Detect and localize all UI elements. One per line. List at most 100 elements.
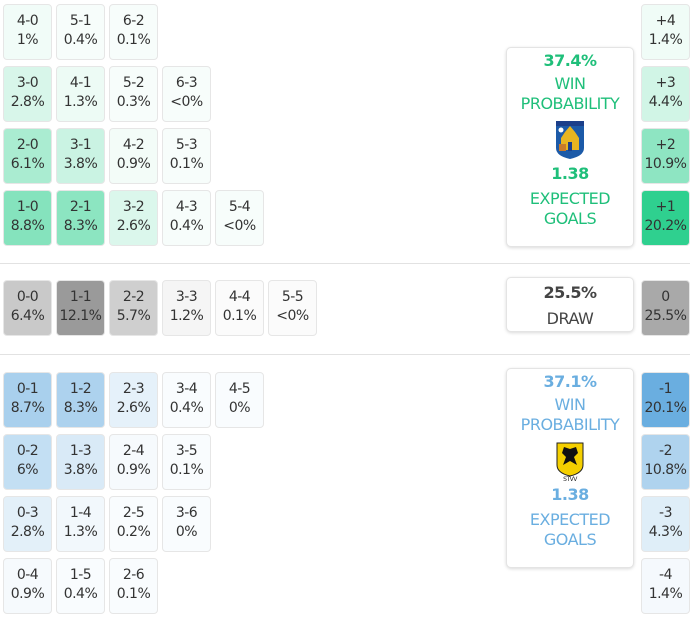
away-win-label: WIN bbox=[554, 395, 586, 414]
home-win-label-2: PROBABILITY bbox=[520, 94, 620, 113]
away-margin-cell: -3 4.3% bbox=[641, 496, 690, 552]
away-margin-cell: -4 1.4% bbox=[641, 558, 690, 614]
probability-label: 0.9% bbox=[116, 156, 151, 172]
draw-margin-cell: 0 25.5% bbox=[641, 280, 690, 336]
away-xg-label-2: GOALS bbox=[543, 530, 597, 549]
draw-summary-card: 25.5% DRAW bbox=[506, 277, 634, 332]
probability-label: 0% bbox=[175, 524, 198, 540]
away-score-cell: 2-3 2.6% bbox=[109, 372, 158, 428]
away-score-cell: 0-4 0.9% bbox=[3, 558, 52, 614]
home-win-pct: 37.4% bbox=[543, 51, 597, 70]
score-label: 0 bbox=[661, 289, 670, 305]
probability-label: 2.6% bbox=[116, 218, 151, 234]
score-label: 0-4 bbox=[16, 567, 39, 583]
away-margin-cell: -2 10.8% bbox=[641, 434, 690, 490]
score-label: 3-0 bbox=[16, 75, 39, 91]
score-label: -4 bbox=[659, 567, 672, 583]
home-score-cell: 1-0 8.8% bbox=[3, 190, 52, 246]
probability-label: 0.4% bbox=[169, 400, 204, 416]
away-score-cell: 3-4 0.4% bbox=[162, 372, 211, 428]
score-label: 0-0 bbox=[16, 289, 39, 305]
score-label: 1-4 bbox=[69, 505, 92, 521]
away-score-cell: 2-4 0.9% bbox=[109, 434, 158, 490]
score-label: 4-0 bbox=[16, 13, 39, 29]
draw-score-cell: 0-0 6.4% bbox=[3, 280, 52, 336]
score-label: 3-3 bbox=[175, 289, 198, 305]
probability-label: 25.5% bbox=[644, 308, 687, 324]
score-label: -3 bbox=[659, 505, 672, 521]
score-label: 1-1 bbox=[69, 289, 92, 305]
probability-label: 1% bbox=[16, 32, 39, 48]
probability-label: 3.8% bbox=[63, 462, 98, 478]
probability-label: 0.3% bbox=[116, 94, 151, 110]
svg-text:STVV: STVV bbox=[563, 476, 578, 481]
home-xg: 1.38 bbox=[551, 164, 589, 183]
home-margin-cell: +4 1.4% bbox=[641, 4, 690, 60]
probability-label: 2.8% bbox=[10, 524, 45, 540]
score-label: 2-6 bbox=[122, 567, 145, 583]
score-label: 4-3 bbox=[175, 199, 198, 215]
home-score-cell: 5-4 <0% bbox=[215, 190, 264, 246]
score-label: 6-2 bbox=[122, 13, 145, 29]
score-label: 6-3 bbox=[175, 75, 198, 91]
away-win-pct: 37.1% bbox=[543, 372, 597, 391]
home-score-cell: 2-1 8.3% bbox=[56, 190, 105, 246]
probability-label: 0.4% bbox=[63, 586, 98, 602]
score-label: 1-3 bbox=[69, 443, 92, 459]
probability-label: 1.4% bbox=[648, 32, 683, 48]
probability-label: 0% bbox=[228, 400, 251, 416]
score-label: 1-0 bbox=[16, 199, 39, 215]
probability-label: 0.1% bbox=[116, 32, 151, 48]
away-score-cell: 3-6 0% bbox=[162, 496, 211, 552]
away-xg-label: EXPECTED bbox=[529, 510, 611, 529]
away-score-cell: 1-2 8.3% bbox=[56, 372, 105, 428]
score-label: 0-2 bbox=[16, 443, 39, 459]
away-score-cell: 1-4 1.3% bbox=[56, 496, 105, 552]
home-score-cell: 3-2 2.6% bbox=[109, 190, 158, 246]
probability-label: 8.7% bbox=[10, 400, 45, 416]
home-xg-label: EXPECTED bbox=[529, 189, 611, 208]
probability-label: <0% bbox=[170, 94, 203, 110]
home-score-cell: 5-1 0.4% bbox=[56, 4, 105, 60]
home-score-cell: 6-3 <0% bbox=[162, 66, 211, 122]
score-label: 1-5 bbox=[69, 567, 92, 583]
probability-label: 4.4% bbox=[648, 94, 683, 110]
score-label: 3-5 bbox=[175, 443, 198, 459]
home-score-cell: 4-2 0.9% bbox=[109, 128, 158, 184]
score-label: -2 bbox=[659, 443, 672, 459]
probability-label: <0% bbox=[276, 308, 309, 324]
score-label: 3-4 bbox=[175, 381, 198, 397]
away-score-cell: 3-5 0.1% bbox=[162, 434, 211, 490]
home-team-logo bbox=[556, 121, 584, 159]
score-label: +3 bbox=[655, 75, 676, 91]
home-margin-cell: +2 10.9% bbox=[641, 128, 690, 184]
away-summary-card: 37.1% WIN PROBABILITY STVV 1.38 EXPECTED… bbox=[506, 368, 634, 568]
home-score-cell: 3-1 3.8% bbox=[56, 128, 105, 184]
score-label: +2 bbox=[655, 137, 676, 153]
away-score-cell: 2-5 0.2% bbox=[109, 496, 158, 552]
score-label: -1 bbox=[659, 381, 672, 397]
score-label: +1 bbox=[655, 199, 676, 215]
draw-pct: 25.5% bbox=[543, 283, 597, 302]
home-score-cell: 4-0 1% bbox=[3, 4, 52, 60]
probability-label: 1.3% bbox=[63, 94, 98, 110]
score-label: 5-2 bbox=[122, 75, 145, 91]
probability-label: 10.9% bbox=[644, 156, 687, 172]
probability-label: 0.1% bbox=[169, 462, 204, 478]
probability-label: 5.7% bbox=[116, 308, 151, 324]
home-score-cell: 5-2 0.3% bbox=[109, 66, 158, 122]
draw-score-cell: 2-2 5.7% bbox=[109, 280, 158, 336]
probability-label: 0.9% bbox=[116, 462, 151, 478]
home-summary-card: 37.4% WIN PROBABILITY 1.38 EXPECTED GOAL… bbox=[506, 47, 634, 247]
home-score-cell: 2-0 6.1% bbox=[3, 128, 52, 184]
probability-label: 0.1% bbox=[169, 156, 204, 172]
away-team-logo: STVV bbox=[556, 442, 584, 481]
home-xg-label-2: GOALS bbox=[543, 209, 597, 228]
score-label: 5-5 bbox=[281, 289, 304, 305]
probability-label: 0.4% bbox=[63, 32, 98, 48]
probability-label: 3.8% bbox=[63, 156, 98, 172]
score-label: +4 bbox=[655, 13, 676, 29]
home-score-cell: 4-1 1.3% bbox=[56, 66, 105, 122]
away-margin-cell: -1 20.1% bbox=[641, 372, 690, 428]
probability-label: 2.8% bbox=[10, 94, 45, 110]
